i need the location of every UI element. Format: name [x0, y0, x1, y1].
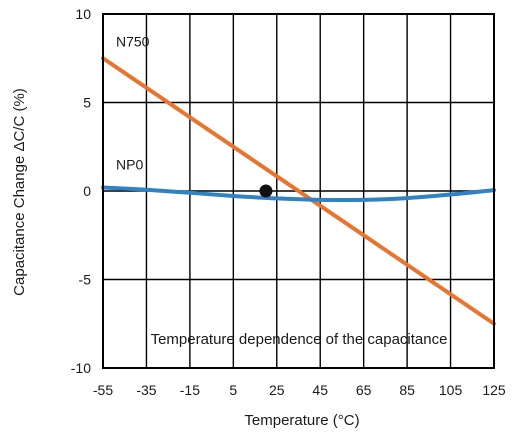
x-tick-label: 105: [439, 382, 463, 398]
y-axis-title: Capacitance Change ΔC/C (%): [11, 88, 28, 296]
chart-annotation: Temperature dependence of the capacitanc…: [151, 331, 448, 348]
y-tick-label: 5: [83, 95, 91, 111]
series-label-n750: N750: [116, 33, 150, 49]
y-tick-label: -5: [79, 272, 92, 288]
series-label-np0: NP0: [116, 156, 143, 172]
labels-layer: -55 -35 -15 5 25 45 65 85 105 125 -10 -5 0 5 10 N750 NP0: [71, 6, 506, 398]
x-axis-title: Temperature (°C): [244, 412, 359, 429]
series-line-n750: [101, 56, 496, 326]
x-tick-label: 5: [229, 382, 237, 398]
x-tick-label: -35: [136, 382, 156, 398]
x-tick-label: 125: [482, 382, 506, 398]
x-tick-label: -15: [180, 382, 200, 398]
x-tick-label: 85: [399, 382, 415, 398]
plot-frame: [102, 13, 495, 369]
series-line-np0: [101, 185, 496, 203]
series-layer: [101, 56, 496, 326]
x-tick-label: 65: [356, 382, 372, 398]
x-tick-label: -55: [93, 382, 113, 398]
y-tick-label: -10: [71, 360, 91, 376]
y-tick-label: 0: [83, 183, 91, 199]
x-tick-label: 25: [269, 382, 285, 398]
reference-point-marker: [259, 184, 273, 198]
y-tick-label: 10: [75, 6, 91, 22]
x-tick-label: 45: [312, 382, 328, 398]
